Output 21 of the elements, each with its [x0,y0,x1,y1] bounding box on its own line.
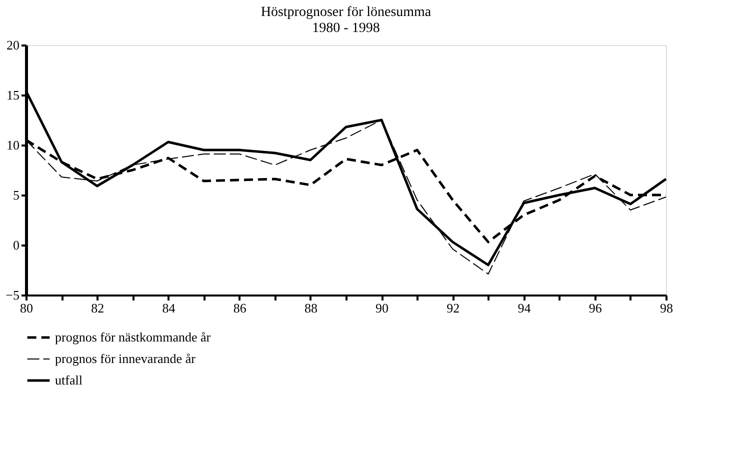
x-tick-label: 92 [446,300,460,316]
x-tick-label: 82 [91,300,104,316]
x-tick-label: 96 [588,300,602,316]
legend-label: prognos för nästkommande år [55,330,212,344]
x-tick-label: 90 [376,300,389,316]
text: Höstprognoser för lönesumma [260,5,432,20]
x-tick-label: 80 [20,300,33,316]
x-tick-label: 98 [660,300,673,316]
text: 1980 - 1998 [312,21,380,36]
y-tick-label: 0 [13,238,20,252]
x-tick-label: 86 [233,300,247,316]
y-tick-label: 15 [6,88,20,102]
legend-label: utfall [55,372,83,388]
y-tick-label: 10 [6,138,20,152]
x-tick-label: 88 [304,300,318,316]
legend-label: prognos för innevarande år [55,351,196,366]
y-tick-label: −5 [6,288,20,302]
y-tick-label: 5 [13,188,20,202]
x-tick-label: 94 [518,300,532,316]
y-tick-label: 20 [6,38,20,52]
x-tick-label: 84 [162,300,176,316]
